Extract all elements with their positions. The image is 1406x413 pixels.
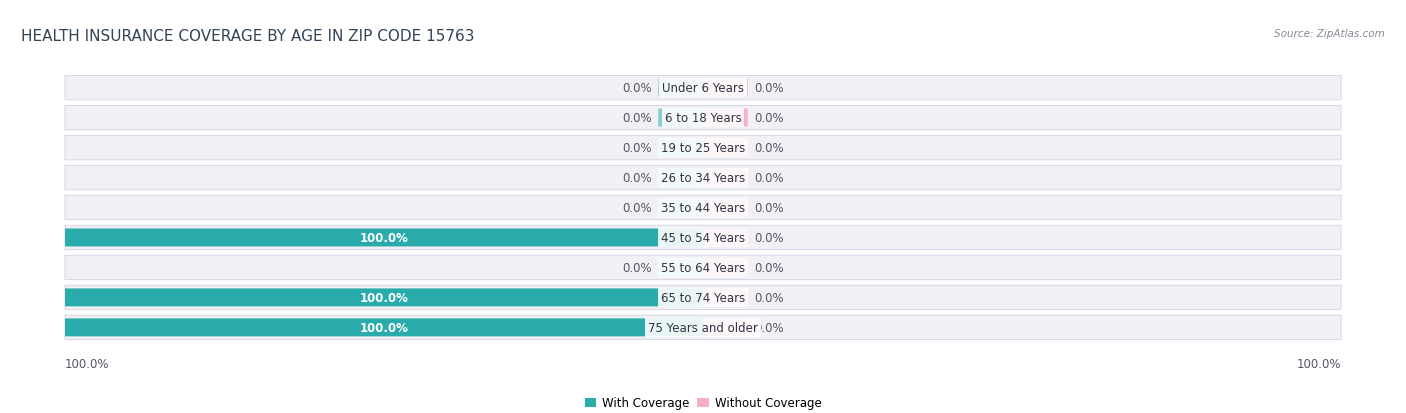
Text: 0.0%: 0.0% [623, 261, 652, 274]
FancyBboxPatch shape [703, 318, 748, 337]
FancyBboxPatch shape [65, 229, 703, 247]
Text: 100.0%: 100.0% [360, 231, 409, 244]
Text: 0.0%: 0.0% [754, 261, 783, 274]
FancyBboxPatch shape [65, 196, 1341, 220]
FancyBboxPatch shape [65, 289, 703, 306]
Text: 100.0%: 100.0% [360, 321, 409, 334]
Text: HEALTH INSURANCE COVERAGE BY AGE IN ZIP CODE 15763: HEALTH INSURANCE COVERAGE BY AGE IN ZIP … [21, 29, 475, 44]
FancyBboxPatch shape [658, 79, 703, 97]
FancyBboxPatch shape [703, 169, 748, 187]
FancyBboxPatch shape [65, 106, 1341, 131]
Text: 6 to 18 Years: 6 to 18 Years [665, 112, 741, 125]
FancyBboxPatch shape [703, 139, 748, 157]
Text: 0.0%: 0.0% [754, 231, 783, 244]
FancyBboxPatch shape [658, 109, 703, 127]
Text: 35 to 44 Years: 35 to 44 Years [661, 202, 745, 214]
FancyBboxPatch shape [703, 199, 748, 217]
FancyBboxPatch shape [658, 169, 703, 187]
FancyBboxPatch shape [658, 199, 703, 217]
Text: 0.0%: 0.0% [754, 172, 783, 185]
Text: 100.0%: 100.0% [1296, 357, 1341, 370]
FancyBboxPatch shape [65, 166, 1341, 190]
Text: 0.0%: 0.0% [623, 82, 652, 95]
Text: 19 to 25 Years: 19 to 25 Years [661, 142, 745, 155]
FancyBboxPatch shape [65, 285, 1341, 310]
FancyBboxPatch shape [703, 259, 748, 277]
Text: 45 to 54 Years: 45 to 54 Years [661, 231, 745, 244]
FancyBboxPatch shape [658, 259, 703, 277]
Text: Source: ZipAtlas.com: Source: ZipAtlas.com [1274, 29, 1385, 39]
Legend: With Coverage, Without Coverage: With Coverage, Without Coverage [579, 392, 827, 413]
FancyBboxPatch shape [65, 76, 1341, 101]
FancyBboxPatch shape [658, 139, 703, 157]
FancyBboxPatch shape [65, 225, 1341, 250]
Text: 0.0%: 0.0% [754, 202, 783, 214]
Text: 75 Years and older: 75 Years and older [648, 321, 758, 334]
Text: 55 to 64 Years: 55 to 64 Years [661, 261, 745, 274]
Text: 100.0%: 100.0% [360, 291, 409, 304]
FancyBboxPatch shape [703, 79, 748, 97]
Text: 0.0%: 0.0% [623, 172, 652, 185]
FancyBboxPatch shape [65, 136, 1341, 161]
Text: 26 to 34 Years: 26 to 34 Years [661, 172, 745, 185]
Text: 65 to 74 Years: 65 to 74 Years [661, 291, 745, 304]
FancyBboxPatch shape [65, 315, 1341, 340]
Text: Under 6 Years: Under 6 Years [662, 82, 744, 95]
FancyBboxPatch shape [65, 318, 703, 337]
FancyBboxPatch shape [703, 229, 748, 247]
FancyBboxPatch shape [65, 256, 1341, 280]
Text: 0.0%: 0.0% [623, 112, 652, 125]
Text: 0.0%: 0.0% [754, 112, 783, 125]
Text: 100.0%: 100.0% [65, 357, 110, 370]
Text: 0.0%: 0.0% [623, 202, 652, 214]
FancyBboxPatch shape [703, 109, 748, 127]
Text: 0.0%: 0.0% [754, 82, 783, 95]
Text: 0.0%: 0.0% [754, 142, 783, 155]
Text: 0.0%: 0.0% [623, 142, 652, 155]
Text: 0.0%: 0.0% [754, 321, 783, 334]
FancyBboxPatch shape [703, 289, 748, 306]
Text: 0.0%: 0.0% [754, 291, 783, 304]
